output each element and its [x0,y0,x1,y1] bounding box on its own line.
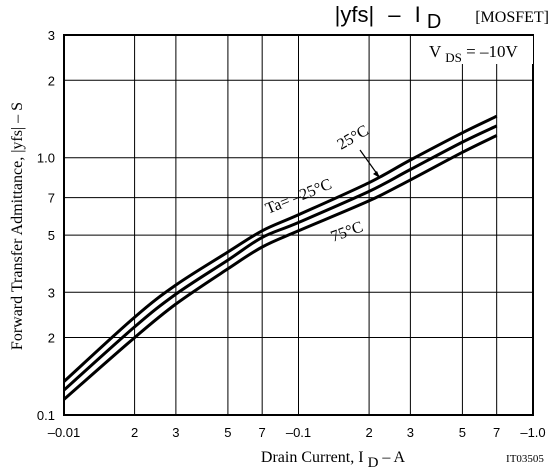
x-tick-label: 2 [131,425,138,440]
x-axis-label-sub: D [368,455,379,471]
figure-code: IT03505 [506,453,544,465]
y-tick-label: 3 [48,285,55,300]
x-tick-label: 3 [172,425,179,440]
y-tick-label: 3 [48,28,55,43]
y-tick-label: 2 [48,73,55,88]
x-tick-label: 5 [224,425,231,440]
y-tick-label: 5 [48,228,55,243]
x-tick-label: 7 [259,425,266,440]
series-line-75c [63,134,498,401]
y-axis-label: Forward Transfer Admittance, |yfs| – S [9,102,26,350]
x-tick-label: 3 [407,425,414,440]
x-tick-label: –0.01 [48,425,81,440]
x-tick-label: –0.1 [286,425,311,440]
title-part2-main: I [415,2,421,27]
annotation-25c: 25°C [335,122,372,153]
condition-prefix: V [429,42,442,61]
title-dash: – [388,2,401,27]
x-tick-label: –1.0 [520,425,545,440]
chart-title: |yfs| – I D [335,2,442,33]
series-line-25c [62,114,498,383]
x-tick-label: 2 [365,425,372,440]
series-group [62,114,498,401]
annotation-75c: 75°C [329,218,366,245]
condition-suffix: = –10V [466,42,518,61]
x-axis-label-main: Drain Current, I [261,449,364,466]
y-tick-label: 0.1 [37,408,55,423]
x-axis-label-suffix: – A [381,449,405,466]
title-part1: |yfs| [335,2,375,27]
title-part2-sub: D [427,11,441,33]
y-tick-label: 7 [48,191,55,206]
device-tag: [MOSFET] [475,9,549,26]
x-tick-label: 5 [459,425,466,440]
condition-box [420,36,533,64]
plot-frame [63,34,534,416]
condition-sub: DS [445,50,462,65]
x-tick-label: 7 [493,425,500,440]
x-axis-label: Drain Current, I D – A [261,449,406,471]
grid [63,34,534,416]
condition-label: V DS = –10V [429,42,518,66]
y-tick-label: 1.0 [37,151,55,166]
annotation-25c-arrowhead [373,171,380,178]
series-line-minus25c [62,124,498,392]
y-tick-label: 2 [48,331,55,346]
ticks: –0.01 2 3 5 7 –0.1 2 3 5 7 –1.0 0.1 2 3 5 7 1.0 2 3 [37,28,546,440]
